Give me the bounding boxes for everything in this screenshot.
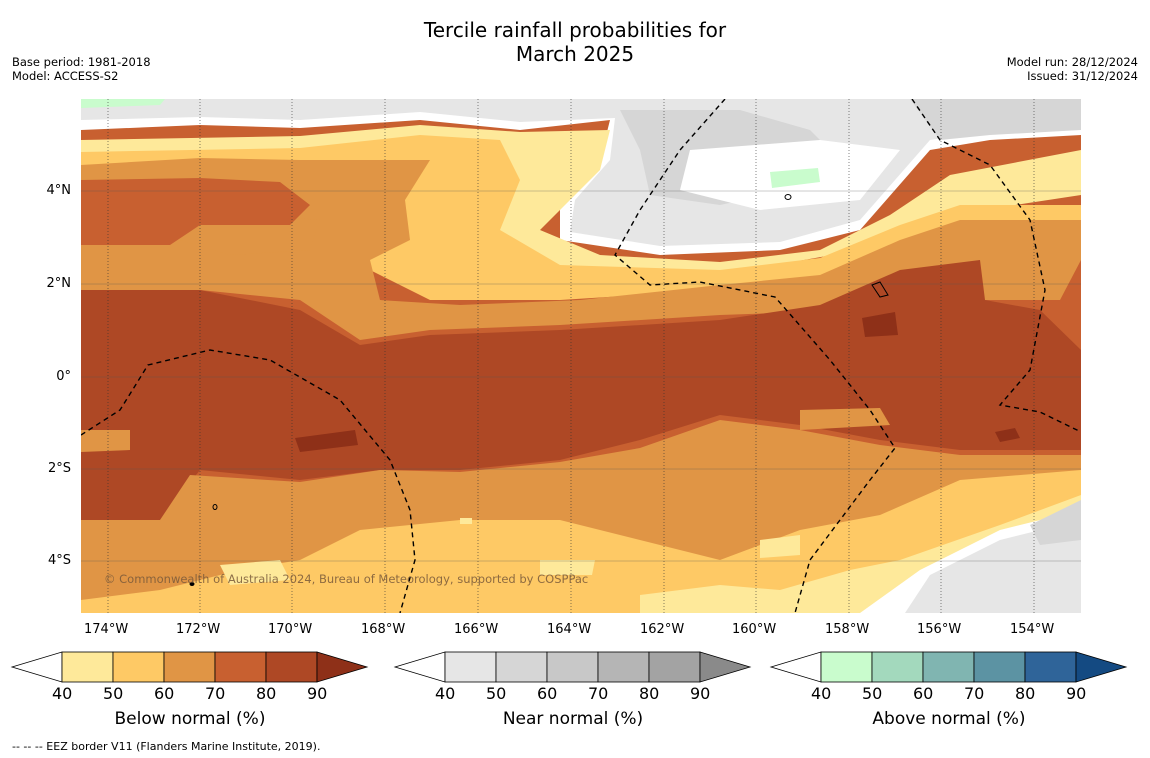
colorbar-tick-label: 70 bbox=[964, 684, 985, 703]
model-name: Model: ACCESS-S2 bbox=[12, 69, 119, 83]
x-tick-label: 156°W bbox=[917, 622, 962, 637]
x-tick-label: 160°W bbox=[732, 622, 777, 637]
colorbar-segment bbox=[820, 651, 873, 683]
colorbar-segment bbox=[265, 651, 318, 683]
colorbar-segment bbox=[444, 651, 497, 683]
colorbar-segment bbox=[1024, 651, 1077, 683]
colorbar-tick-label: 90 bbox=[1066, 684, 1087, 703]
colorbar-tick-label: 50 bbox=[486, 684, 507, 703]
colorbar-segment bbox=[871, 651, 924, 683]
colorbar-title: Near normal (%) bbox=[502, 709, 644, 729]
y-tick-label: 4°S bbox=[47, 553, 71, 568]
latitude-lines bbox=[81, 190, 1081, 562]
colorbar-tick-label: 80 bbox=[1015, 684, 1036, 703]
probability-field bbox=[81, 99, 1081, 613]
colorbar-tick-label: 60 bbox=[154, 684, 175, 703]
copyright-credit: © Commonwealth of Australia 2024, Bureau… bbox=[104, 572, 589, 586]
x-tick-label: 172°W bbox=[176, 622, 221, 637]
colorbar-segment bbox=[495, 651, 548, 683]
colorbar-tick-label: 40 bbox=[435, 684, 456, 703]
colorbars bbox=[10, 651, 1128, 683]
colorbar-tick-label: 90 bbox=[307, 684, 328, 703]
model-run: Model run: 28/12/2024 bbox=[1006, 55, 1138, 69]
islands bbox=[189, 194, 889, 586]
colorbar-tick-label: 50 bbox=[103, 684, 124, 703]
x-tick-label: 174°W bbox=[84, 622, 129, 637]
title-line-1: Tercile rainfall probabilities for bbox=[423, 18, 727, 42]
colorbar-tick-label: 70 bbox=[588, 684, 609, 703]
x-tick-label: 154°W bbox=[1010, 622, 1055, 637]
colorbar-under-arrow bbox=[393, 651, 446, 683]
colorbar-over-arrow bbox=[316, 651, 369, 683]
colorbar-segment bbox=[597, 651, 650, 683]
band-60-70-north bbox=[81, 158, 1081, 340]
colorbar-segment bbox=[214, 651, 267, 683]
colorbar-over-arrow bbox=[699, 651, 752, 683]
x-tick-label: 166°W bbox=[454, 622, 499, 637]
colorbar-tick-label: 50 bbox=[862, 684, 883, 703]
eez-borders bbox=[81, 99, 1081, 613]
x-tick-label: 170°W bbox=[268, 622, 313, 637]
colorbar-segment bbox=[61, 651, 114, 683]
colorbar-over-arrow bbox=[1075, 651, 1128, 683]
x-tick-label: 162°W bbox=[640, 622, 685, 637]
x-tick-label: 158°W bbox=[825, 622, 870, 637]
colorbar-title: Above normal (%) bbox=[872, 709, 1026, 729]
base-period: Base period: 1981-2018 bbox=[12, 55, 151, 69]
title-line-2: March 2025 bbox=[515, 42, 635, 66]
y-tick-label: 2°N bbox=[46, 276, 72, 291]
colorbar-tick-label: 40 bbox=[811, 684, 832, 703]
colorbar-tick-label: 40 bbox=[52, 684, 73, 703]
colorbar-tick-label: 60 bbox=[913, 684, 934, 703]
eez-footnote: -- -- -- EEZ border V11 (Flanders Marine… bbox=[12, 740, 321, 753]
colorbar-tick-label: 90 bbox=[690, 684, 711, 703]
issued-date: Issued: 31/12/2024 bbox=[1027, 69, 1138, 83]
colorbar-segment bbox=[973, 651, 1026, 683]
colorbar-tick-label: 70 bbox=[205, 684, 226, 703]
colorbar-segment bbox=[546, 651, 599, 683]
colorbar-title: Below normal (%) bbox=[114, 709, 266, 729]
y-tick-label: 0° bbox=[56, 369, 71, 384]
colorbar-segment bbox=[163, 651, 216, 683]
band-80-90-central bbox=[81, 260, 1081, 520]
colorbar-tick-label: 60 bbox=[537, 684, 558, 703]
x-tick-label: 164°W bbox=[547, 622, 592, 637]
y-tick-label: 2°S bbox=[47, 461, 71, 476]
colorbar-tick-label: 80 bbox=[639, 684, 660, 703]
colorbar-tick-label: 80 bbox=[256, 684, 277, 703]
map-title: Tercile rainfall probabilities for March… bbox=[0, 18, 1150, 66]
x-tick-label: 168°W bbox=[361, 622, 406, 637]
colorbar-under-arrow bbox=[10, 651, 63, 683]
colorbar-under-arrow bbox=[769, 651, 822, 683]
colorbar-segment bbox=[112, 651, 165, 683]
y-tick-label: 4°N bbox=[46, 183, 72, 198]
colorbar-segment bbox=[922, 651, 975, 683]
meta-right: Model run: 28/12/2024 Issued: 31/12/2024 bbox=[1007, 55, 1138, 83]
meta-left: Base period: 1981-2018 Model: ACCESS-S2 bbox=[12, 55, 151, 83]
colorbar-segment bbox=[648, 651, 701, 683]
